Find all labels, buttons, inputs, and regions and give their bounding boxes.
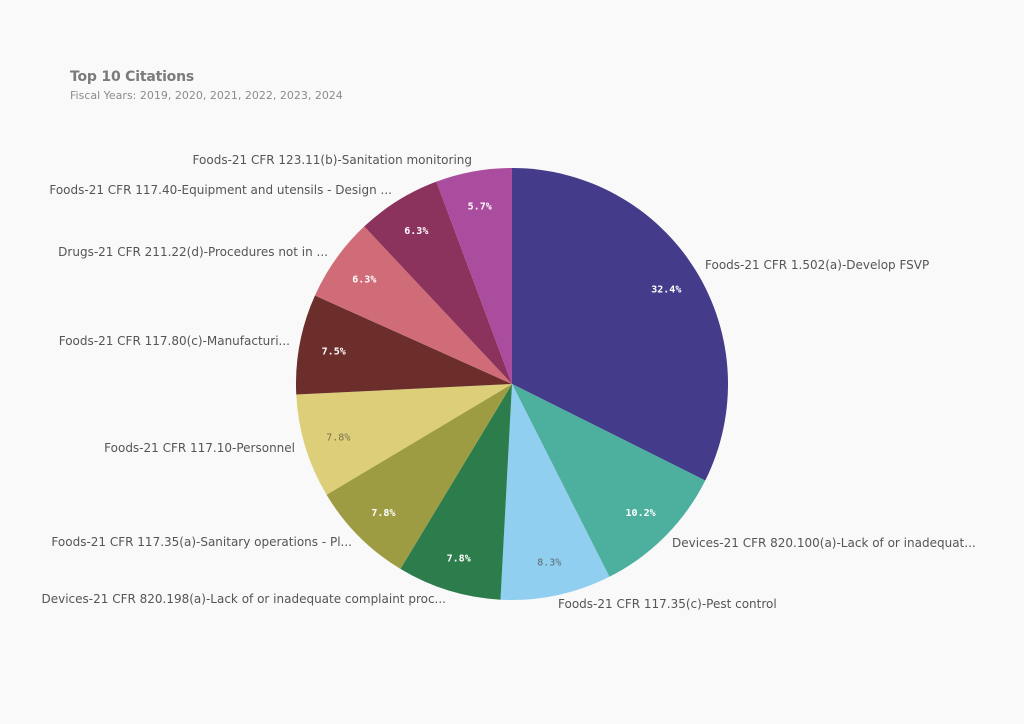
slice-category-label: Foods-21 CFR 117.10-Personnel [104, 441, 295, 455]
pie-slice[interactable] [512, 168, 728, 481]
pie-slice[interactable] [364, 181, 512, 384]
slice-value-label: 6.3% [404, 226, 428, 237]
pie-slice[interactable] [296, 295, 512, 395]
slice-value-label: 10.2% [626, 508, 656, 519]
pie-slice[interactable] [296, 384, 512, 495]
slice-category-label: Foods-21 CFR 117.35(a)-Sanitary operatio… [51, 535, 352, 549]
slice-value-label: 7.8% [447, 553, 471, 564]
slice-category-label: Foods-21 CFR 117.40-Equipment and utensi… [49, 183, 392, 197]
slice-category-label: Foods-21 CFR 1.502(a)-Develop FSVP [705, 258, 929, 272]
pie-slice[interactable] [436, 168, 512, 384]
slice-value-label: 7.5% [322, 346, 346, 357]
slice-category-label: Foods-21 CFR 123.11(b)-Sanitation monito… [193, 153, 472, 167]
slice-value-label: 6.3% [352, 275, 376, 286]
pie-slice[interactable] [400, 384, 512, 600]
chart-header: Top 10 Citations Fiscal Years: 2019, 202… [70, 69, 343, 102]
pie-slice[interactable] [500, 384, 610, 600]
pie-slice[interactable] [314, 226, 512, 384]
pie-slice[interactable] [326, 384, 512, 569]
pie-slice[interactable] [512, 384, 706, 577]
slice-value-label: 8.3% [537, 558, 561, 569]
slice-category-label: Devices-21 CFR 820.198(a)-Lack of or ina… [41, 592, 446, 606]
chart-title: Top 10 Citations [70, 69, 194, 85]
slice-value-label: 5.7% [468, 201, 492, 212]
slice-category-label: Foods-21 CFR 117.35(c)-Pest control [558, 597, 777, 611]
slice-category-label: Devices-21 CFR 820.100(a)-Lack of or ina… [672, 536, 976, 550]
slice-value-label: 7.8% [371, 508, 395, 519]
slice-value-label: 7.8% [326, 432, 350, 443]
chart-subtitle: Fiscal Years: 2019, 2020, 2021, 2022, 20… [70, 89, 343, 102]
slice-value-label: 32.4% [651, 285, 681, 296]
slice-category-label: Foods-21 CFR 117.80(c)-Manufacturi... [59, 334, 290, 348]
slice-category-label: Drugs-21 CFR 211.22(d)-Procedures not in… [58, 245, 328, 259]
